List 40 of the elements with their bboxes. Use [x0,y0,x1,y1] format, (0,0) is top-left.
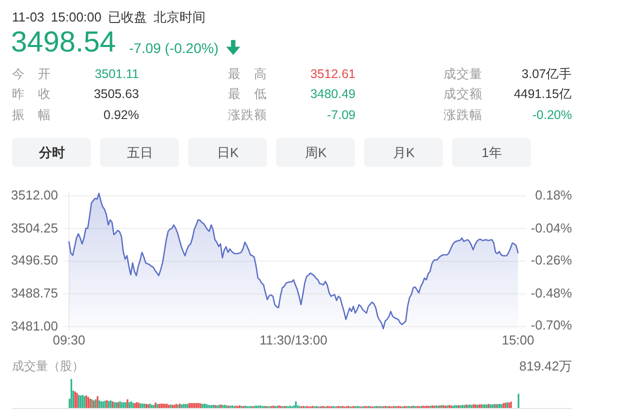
tab: 分时 [12,138,92,167]
y2-tick-label: -0.26% [530,252,572,269]
text: 今 开 [12,66,51,82]
text: 成交额 [444,86,482,102]
text: 3480.49 [310,86,356,102]
text: 3512.61 [310,66,356,82]
y-tick-label: 3481.00 [11,318,58,334]
text: 最 低 [228,86,267,102]
y-tick-label: 3504.25 [11,220,58,236]
y2-tick-label: -0.70% [530,318,572,334]
text: 3501.11 [94,66,139,82]
tab: 五日 [100,138,180,167]
x-tick-label: 09:30 [52,332,86,348]
y2-tick-label: -0.04% [530,220,572,236]
text: -7.09 [327,108,356,122]
text: 昨 收 [12,86,51,102]
tab: 1年 [452,138,532,167]
y-tick-label: 3488.75 [11,285,58,302]
text: 涨跌幅 [444,108,482,122]
text: 4491.15亿 [514,86,572,102]
y-tick-label: 3512.00 [11,187,58,204]
text: 3.07亿手 [522,66,572,82]
tab: 周K [276,138,356,167]
text: -7.09 (-0.20%) [129,40,218,56]
y-tick-label: 3496.50 [11,252,58,269]
text: 3498.54 [11,26,116,60]
text: 振 幅 [12,108,51,122]
text: 最 高 [228,66,267,82]
text: 11-03 15:00:00 已收盘 北京时间 [12,10,206,26]
text: 涨跌额 [228,108,267,122]
text: 3505.63 [94,86,139,102]
tab: 月K [364,138,444,167]
tab: 日K [188,138,268,167]
text: -0.20% [532,108,572,122]
x-tick-label: 15:00 [502,332,534,348]
text: 0.92% [104,108,139,122]
text: 成交量 [444,66,482,82]
y2-tick-label: -0.48% [530,285,572,302]
y2-tick-label: 0.18% [535,188,572,204]
x-tick-label: 11:30/13:00 [260,332,328,348]
